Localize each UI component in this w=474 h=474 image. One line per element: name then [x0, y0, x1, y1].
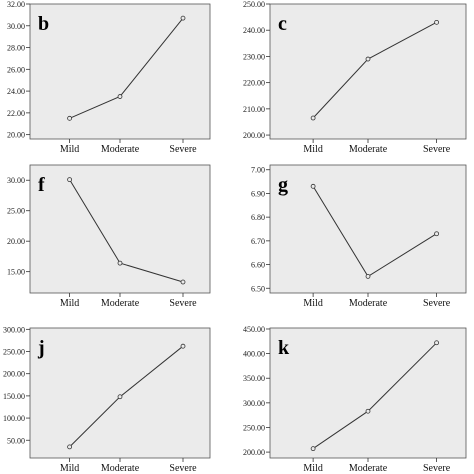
- y-tick-label: 200.00: [243, 448, 265, 457]
- x-category-label: Mild: [303, 144, 322, 155]
- x-category-label: Severe: [169, 144, 197, 155]
- y-tick-label: 32.00: [7, 0, 25, 9]
- x-category-label: Severe: [423, 298, 451, 309]
- x-category-label: Severe: [423, 144, 451, 155]
- data-point: [180, 343, 186, 349]
- panel-label: g: [278, 174, 288, 196]
- x-category-label: Mild: [303, 463, 322, 474]
- y-tick-label: 400.00: [243, 350, 265, 359]
- y-tick-label: 230.00: [243, 52, 265, 61]
- chart-panel-b: 20.00 22.00 24.00 26.00 28.00 30.00 32.00 Mild M…: [7, 0, 211, 155]
- x-category-label: Mild: [60, 298, 79, 309]
- data-point: [67, 115, 72, 121]
- y-tick-label: 300.00: [3, 325, 25, 334]
- x-category-label: Moderate: [349, 144, 388, 155]
- data-point: [180, 15, 186, 21]
- y-tick-label: 30.00: [7, 176, 25, 185]
- data-point: [310, 183, 316, 189]
- panel-label: j: [37, 337, 45, 359]
- y-tick-label: 150.00: [3, 392, 25, 401]
- plot-area: [29, 327, 211, 459]
- plot-area: [269, 164, 467, 294]
- y-tick-label: 6.50: [251, 284, 265, 293]
- chart-panel-j: 50.00 100.00 150.00 200.00 250.00 300.00 Mild M…: [3, 325, 211, 474]
- chart-panel-f: 15.00 20.00 25.00 30.00 Mild Moderate Severe f: [7, 164, 211, 309]
- y-tick-label: 250.00: [3, 348, 25, 357]
- y-tick-label: 20.00: [7, 131, 25, 140]
- data-point: [117, 94, 123, 99]
- y-tick-label: 22.00: [7, 109, 25, 118]
- y-tick-label: 6.90: [251, 189, 265, 198]
- data-point: [365, 408, 371, 414]
- y-tick-label: 250.00: [243, 0, 265, 9]
- data-point: [365, 274, 371, 279]
- y-tick-label: 20.00: [7, 237, 25, 246]
- y-tick-label: 25.00: [7, 207, 25, 216]
- x-category-label: Moderate: [349, 298, 388, 309]
- x-category-label: Moderate: [101, 463, 140, 474]
- y-tick-label: 24.00: [7, 87, 25, 96]
- x-category-label: Mild: [303, 298, 322, 309]
- y-tick-label: 350.00: [243, 374, 265, 383]
- x-category-label: Severe: [169, 463, 197, 474]
- plot-area: [29, 164, 211, 294]
- data-point: [117, 394, 123, 400]
- y-tick-label: 100.00: [3, 414, 25, 423]
- panel-label: k: [278, 337, 290, 359]
- y-tick-label: 30.00: [7, 22, 25, 31]
- data-point: [365, 56, 371, 62]
- y-tick-label: 50.00: [7, 436, 25, 445]
- x-category-label: Moderate: [101, 144, 140, 155]
- data-point: [117, 260, 123, 266]
- data-point: [434, 340, 440, 346]
- x-category-label: Moderate: [101, 298, 140, 309]
- y-tick-label: 300.00: [243, 399, 265, 408]
- data-point: [67, 444, 72, 450]
- data-point: [67, 177, 72, 183]
- y-tick-label: 250.00: [243, 423, 265, 432]
- panel-label: b: [38, 13, 49, 35]
- y-tick-label: 26.00: [7, 65, 25, 74]
- y-tick-label: 6.60: [251, 261, 265, 270]
- data-point: [310, 115, 316, 121]
- y-tick-label: 6.70: [251, 237, 265, 246]
- y-tick-label: 15.00: [7, 268, 25, 277]
- y-tick-label: 450.00: [243, 325, 265, 334]
- x-category-label: Moderate: [349, 463, 388, 474]
- chart-panel-g: 6.50 6.60 6.70 6.80 6.90 7.00 Mild Moderate Seve…: [251, 164, 467, 309]
- y-tick-label: 6.80: [251, 213, 265, 222]
- y-tick-label: 220.00: [243, 79, 265, 88]
- y-tick-label: 200.00: [243, 131, 265, 140]
- y-tick-label: 210.00: [243, 105, 265, 114]
- y-tick-label: 240.00: [243, 26, 265, 35]
- y-tick-label: 28.00: [7, 44, 25, 53]
- data-point: [310, 446, 316, 452]
- x-category-label: Severe: [423, 463, 451, 474]
- plot-area: [269, 3, 467, 140]
- x-category-label: Mild: [60, 463, 79, 474]
- y-tick-label: 7.00: [251, 166, 265, 175]
- data-point: [180, 279, 186, 285]
- data-point: [434, 19, 440, 25]
- panel-label: c: [278, 13, 287, 35]
- panel-label: f: [38, 174, 45, 196]
- plot-area: [29, 3, 211, 140]
- y-tick-label: 200.00: [3, 370, 25, 379]
- plot-area: [269, 327, 467, 459]
- x-category-label: Severe: [169, 298, 197, 309]
- chart-panel-k: 200.00 250.00 300.00 350.00 400.00 450.00 Mild…: [243, 325, 467, 474]
- data-point: [434, 231, 440, 237]
- x-category-label: Mild: [60, 144, 79, 155]
- chart-panel-c: 200.00 210.00 220.00 230.00 240.00 250.00 Mild…: [243, 0, 467, 155]
